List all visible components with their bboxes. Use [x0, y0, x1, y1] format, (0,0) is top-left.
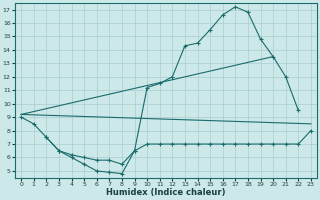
X-axis label: Humidex (Indice chaleur): Humidex (Indice chaleur) [106, 188, 226, 197]
